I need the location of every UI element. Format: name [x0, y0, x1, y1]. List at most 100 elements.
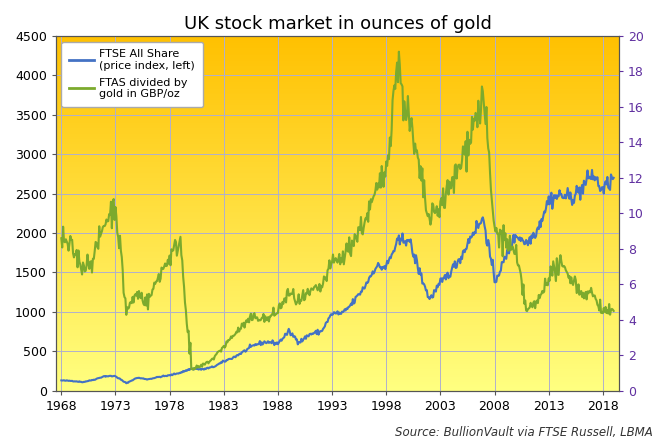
Text: Source: BullionVault via FTSE Russell, LBMA: Source: BullionVault via FTSE Russell, L… [395, 426, 652, 439]
Bar [56, 318, 619, 320]
Bar [56, 135, 619, 137]
Bar [56, 307, 619, 309]
Bar [56, 61, 619, 63]
Bar [56, 330, 619, 332]
Bar [56, 118, 619, 120]
Bar [56, 313, 619, 314]
Bar [56, 96, 619, 98]
Bar [56, 187, 619, 188]
Bar [56, 190, 619, 192]
Bar [56, 169, 619, 171]
Bar [56, 249, 619, 250]
Bar [56, 366, 619, 368]
Bar [56, 352, 619, 354]
Bar [56, 210, 619, 212]
Bar [56, 47, 619, 49]
Bar [56, 123, 619, 125]
Bar [56, 215, 619, 217]
Bar [56, 164, 619, 165]
Bar [56, 377, 619, 378]
Bar [56, 263, 619, 265]
Bar [56, 77, 619, 78]
Bar [56, 288, 619, 290]
Bar [56, 121, 619, 123]
Bar [56, 128, 619, 130]
Bar [56, 185, 619, 187]
Bar [56, 226, 619, 228]
Bar [56, 355, 619, 357]
Bar [56, 306, 619, 307]
Bar [56, 71, 619, 73]
Bar [56, 142, 619, 144]
Bar [56, 339, 619, 341]
Bar [56, 325, 619, 327]
Bar [56, 346, 619, 348]
Bar [56, 341, 619, 343]
Bar [56, 265, 619, 266]
Bar [56, 112, 619, 114]
Bar [56, 73, 619, 75]
Bar [56, 66, 619, 68]
Bar [56, 198, 619, 199]
Bar [56, 385, 619, 387]
Bar [56, 235, 619, 236]
Bar [56, 316, 619, 318]
Bar [56, 357, 619, 359]
Bar [56, 139, 619, 141]
Bar [56, 297, 619, 299]
Bar [56, 276, 619, 277]
Bar [56, 295, 619, 297]
Bar [56, 240, 619, 242]
Bar [56, 84, 619, 86]
Bar [56, 242, 619, 243]
Bar [56, 359, 619, 361]
Bar [56, 91, 619, 93]
Bar [56, 304, 619, 306]
Bar [56, 134, 619, 135]
Bar [56, 284, 619, 286]
Bar [56, 64, 619, 66]
Bar [56, 201, 619, 203]
Bar [56, 268, 619, 270]
Bar [56, 101, 619, 103]
Bar [56, 41, 619, 43]
Bar [56, 172, 619, 174]
Bar [56, 302, 619, 304]
Bar [56, 130, 619, 132]
Bar [56, 350, 619, 352]
Bar [56, 40, 619, 41]
Bar [56, 148, 619, 149]
Bar [56, 272, 619, 274]
Bar [56, 116, 619, 118]
Bar [56, 219, 619, 220]
Bar [56, 380, 619, 382]
Bar [56, 174, 619, 176]
Bar [56, 49, 619, 50]
Bar [56, 258, 619, 259]
Bar [56, 165, 619, 167]
Bar [56, 327, 619, 329]
Bar [56, 196, 619, 198]
Bar [56, 199, 619, 201]
Bar [56, 336, 619, 337]
Bar [56, 120, 619, 121]
Bar [56, 43, 619, 45]
Bar [56, 213, 619, 215]
Bar [56, 52, 619, 54]
Bar [56, 183, 619, 185]
Bar [56, 371, 619, 373]
Bar [56, 220, 619, 222]
Bar [56, 162, 619, 164]
Bar [56, 320, 619, 321]
Bar [56, 205, 619, 206]
Bar [56, 277, 619, 279]
Bar [56, 238, 619, 240]
Bar [56, 167, 619, 169]
Bar [56, 100, 619, 101]
Bar [56, 243, 619, 245]
Bar [56, 125, 619, 127]
Bar [56, 160, 619, 162]
Bar [56, 137, 619, 139]
Bar [56, 266, 619, 268]
Bar [56, 98, 619, 100]
